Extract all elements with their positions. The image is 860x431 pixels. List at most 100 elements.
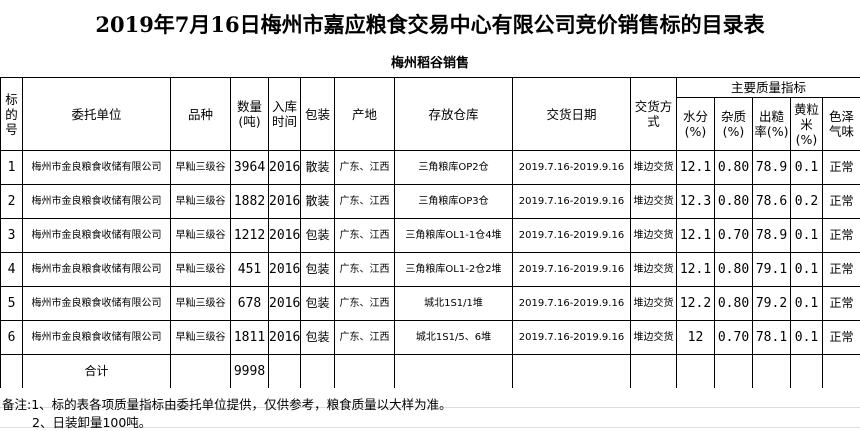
cell-no: 1 [1, 151, 23, 185]
cell-color: 正常 [823, 185, 860, 219]
header-origin: 产地 [335, 78, 395, 151]
cell-unit: 梅州市金良粮食收储有限公司 [23, 185, 171, 219]
cell-origin: 广东、江西 [335, 287, 395, 321]
cell-store: 三角粮库OL1-1仓4堆 [395, 219, 513, 253]
cell-store: 城北1S1/1堆 [395, 287, 513, 321]
cell-unit: 梅州市金良粮食收储有限公司 [23, 151, 171, 185]
empty-cell [395, 355, 513, 389]
header-yield: 出糙率(%) [753, 98, 791, 151]
section-title: 梅州稻谷销售 [0, 52, 860, 76]
cell-method: 堆边交货 [631, 151, 677, 185]
page-title: 2019年7月16日梅州市嘉应粮食交易中心有限公司竞价销售标的目录表 [0, 0, 860, 50]
cell-pack: 散装 [301, 151, 335, 185]
cell-no: 2 [1, 185, 23, 219]
header-date: 交货日期 [513, 78, 631, 151]
header-color: 色泽气味 [823, 98, 860, 151]
empty-cell [335, 355, 395, 389]
cell-year: 2016 [269, 151, 301, 185]
cell-no: 6 [1, 321, 23, 355]
cell-store: 三角粮库OL1-2仓2堆 [395, 253, 513, 287]
cell-store: 三角粮库OP2仓 [395, 151, 513, 185]
cell-origin: 广东、江西 [335, 321, 395, 355]
cell-date: 2019.7.16-2019.9.16 [513, 321, 631, 355]
empty-cell [677, 355, 715, 389]
cell-pack: 包装 [301, 219, 335, 253]
cell-water: 12.1 [677, 151, 715, 185]
cell-yellow: 0.1 [791, 219, 823, 253]
cell-qty: 3964 [231, 151, 269, 185]
cell-date: 2019.7.16-2019.9.16 [513, 287, 631, 321]
cell-date: 2019.7.16-2019.9.16 [513, 219, 631, 253]
cell-pack: 包装 [301, 321, 335, 355]
header-store: 存放仓库 [395, 78, 513, 151]
cell-impurity: 0.70 [715, 321, 753, 355]
empty-cell [269, 355, 301, 389]
cell-impurity: 0.80 [715, 287, 753, 321]
empty-cell [171, 355, 231, 389]
header-year: 入库时间 [269, 78, 301, 151]
cell-pack: 包装 [301, 253, 335, 287]
cell-water: 12.2 [677, 287, 715, 321]
empty-cell [823, 355, 860, 389]
cell-year: 2016 [269, 287, 301, 321]
cell-method: 堆边交货 [631, 253, 677, 287]
cell-origin: 广东、江西 [335, 151, 395, 185]
header-no: 标的号 [1, 78, 23, 151]
cell-method: 堆边交货 [631, 321, 677, 355]
header-qty: 数量(吨) [231, 78, 269, 151]
cell-impurity: 0.70 [715, 219, 753, 253]
cell-water: 12.1 [677, 253, 715, 287]
cell-year: 2016 [269, 321, 301, 355]
cell-origin: 广东、江西 [335, 219, 395, 253]
cell-water: 12.3 [677, 185, 715, 219]
cell-yellow: 0.1 [791, 321, 823, 355]
cell-unit: 梅州市金良粮食收储有限公司 [23, 253, 171, 287]
cell-no: 4 [1, 253, 23, 287]
cell-date: 2019.7.16-2019.9.16 [513, 185, 631, 219]
cell-variety: 早籼三级谷 [171, 185, 231, 219]
cell-no: 5 [1, 287, 23, 321]
cell-unit: 梅州市金良粮食收储有限公司 [23, 287, 171, 321]
cell-variety: 早籼三级谷 [171, 219, 231, 253]
empty-cell [1, 355, 23, 389]
cell-qty: 1811 [231, 321, 269, 355]
cell-no: 3 [1, 219, 23, 253]
cell-date: 2019.7.16-2019.9.16 [513, 253, 631, 287]
cell-yield: 79.2 [753, 287, 791, 321]
cell-color: 正常 [823, 151, 860, 185]
cell-origin: 广东、江西 [335, 253, 395, 287]
cell-impurity: 0.80 [715, 151, 753, 185]
cell-color: 正常 [823, 321, 860, 355]
cell-qty: 451 [231, 253, 269, 287]
empty-cell [301, 355, 335, 389]
empty-cell [791, 355, 823, 389]
cell-year: 2016 [269, 219, 301, 253]
catalog-table: 标的号 委托单位 品种 数量(吨) 入库时间 包装 产地 存放仓库 交货日期 交… [0, 77, 860, 389]
cell-year: 2016 [269, 253, 301, 287]
cell-method: 堆边交货 [631, 219, 677, 253]
header-water: 水分(%) [677, 98, 715, 151]
header-method: 交货方式 [631, 78, 677, 151]
note-2: 2、日装卸量100吨。 [32, 412, 151, 431]
cell-yield: 79.1 [753, 253, 791, 287]
cell-origin: 广东、江西 [335, 185, 395, 219]
cell-method: 堆边交货 [631, 185, 677, 219]
cell-color: 正常 [823, 287, 860, 321]
cell-variety: 早籼三级谷 [171, 321, 231, 355]
total-qty: 9998 [231, 355, 269, 389]
cell-water: 12 [677, 321, 715, 355]
header-unit: 委托单位 [23, 78, 171, 151]
empty-cell [631, 355, 677, 389]
cell-yellow: 0.1 [791, 287, 823, 321]
cell-impurity: 0.80 [715, 185, 753, 219]
cell-unit: 梅州市金良粮食收储有限公司 [23, 219, 171, 253]
header-pack: 包装 [301, 78, 335, 151]
cell-qty: 1882 [231, 185, 269, 219]
header-variety: 品种 [171, 78, 231, 151]
empty-cell [715, 355, 753, 389]
